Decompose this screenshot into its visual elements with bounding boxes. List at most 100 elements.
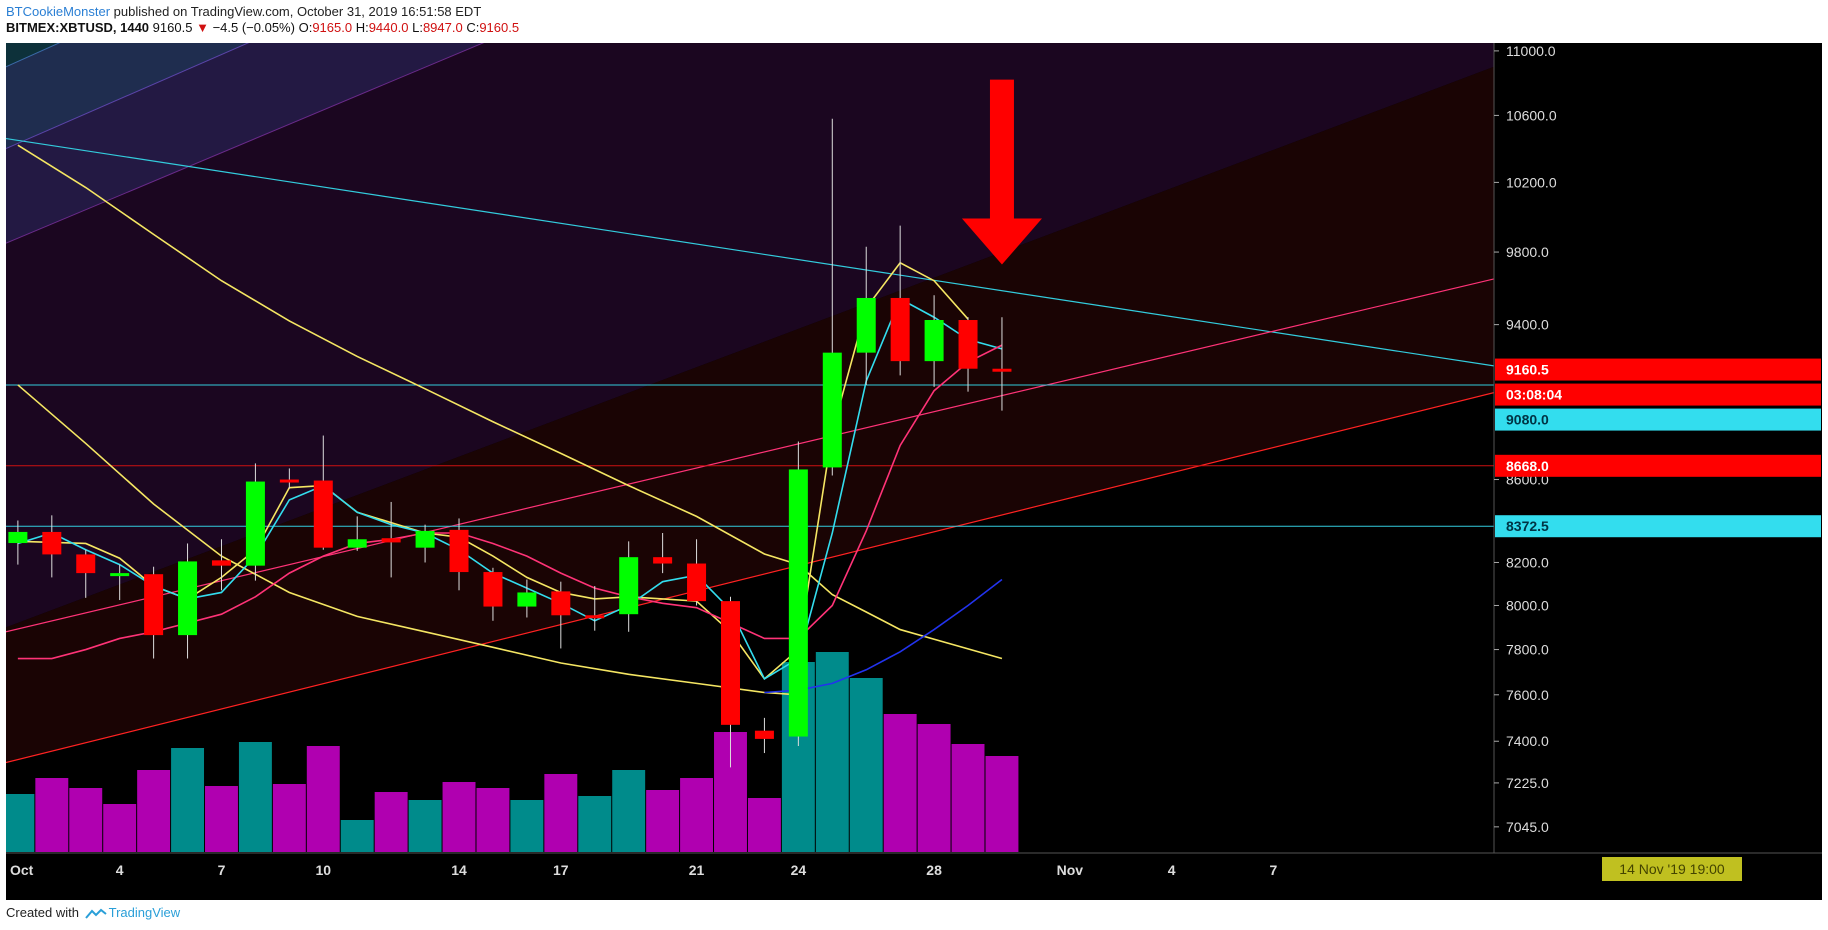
- candle: [822, 118, 842, 476]
- trend-line: [6, 137, 1494, 367]
- x-tick-label: 7: [218, 862, 226, 878]
- candle-body: [585, 615, 605, 619]
- created-with-label: Created with: [6, 905, 79, 920]
- candle-body: [856, 297, 876, 353]
- volume-bar: [69, 788, 103, 852]
- channel-band: [6, 43, 1494, 628]
- candle-body: [822, 352, 842, 468]
- price-label-box: [1495, 515, 1821, 538]
- candle: [449, 518, 469, 591]
- candle-body: [924, 320, 944, 362]
- volume-bar: [578, 796, 612, 852]
- price-label-box: [1495, 454, 1821, 477]
- candle: [211, 539, 231, 591]
- candle: [76, 549, 96, 598]
- x-tick-label: 4: [1168, 862, 1176, 878]
- price-label-box: [1495, 408, 1821, 431]
- volume-bar: [680, 778, 714, 852]
- candle: [313, 435, 333, 550]
- volume-bar: [646, 790, 680, 852]
- candle-body: [178, 561, 198, 636]
- candle: [144, 566, 164, 659]
- candle: [381, 501, 401, 578]
- publish-info: BTCookieMonster published on TradingView…: [6, 4, 481, 19]
- candle: [992, 317, 1012, 411]
- y-tick-label: 9400.0: [1506, 317, 1549, 333]
- candle-body: [144, 574, 164, 636]
- volume-bar: [137, 770, 171, 852]
- candle-body: [381, 538, 401, 543]
- publish-text: published on TradingView.com, October 31…: [110, 4, 482, 19]
- price-chart[interactable]: 11000.010600.010200.09800.09400.08600.08…: [6, 43, 1822, 900]
- y-tick-label: 8000.0: [1506, 597, 1549, 613]
- symbol-label: BITMEX:XBTUSD, 1440: [6, 20, 150, 35]
- candle-body: [110, 573, 130, 577]
- tradingview-brand[interactable]: TradingView: [108, 905, 181, 920]
- x-tick-label: 24: [791, 862, 807, 878]
- x-tick-label: Oct: [10, 862, 34, 878]
- candle: [687, 539, 707, 606]
- volume-bar: [544, 774, 578, 852]
- volume-bar: [171, 748, 205, 852]
- price-label-text: 03:08:04: [1506, 387, 1562, 403]
- candle: [585, 585, 605, 631]
- candle: [788, 441, 808, 746]
- candle-body: [279, 479, 299, 483]
- symbol-info-bar: BITMEX:XBTUSD, 1440 9160.5 ▼ −4.5 (−0.05…: [6, 20, 519, 35]
- candle-body: [551, 591, 571, 616]
- candle: [551, 581, 571, 649]
- footer: Created with TradingView: [6, 905, 180, 920]
- candle: [279, 468, 299, 489]
- candle-body: [992, 368, 1012, 372]
- triangle-down-icon: ▼: [196, 20, 209, 35]
- candle: [178, 543, 198, 659]
- candle-body: [687, 563, 707, 602]
- price-label-text: 8372.5: [1506, 518, 1549, 534]
- candle-body: [313, 480, 333, 548]
- volume-bar: [374, 792, 408, 852]
- candle: [8, 520, 28, 565]
- candle-body: [76, 554, 96, 574]
- volume-bar: [747, 798, 781, 852]
- candle-body: [958, 320, 978, 369]
- y-tick-label: 7400.0: [1506, 733, 1549, 749]
- candle-body: [211, 560, 231, 566]
- high-value: 9440.0: [368, 20, 409, 35]
- candle-body: [619, 557, 639, 615]
- candle: [958, 317, 978, 392]
- author-link[interactable]: BTCookieMonster: [6, 4, 111, 19]
- x-tick-label: 21: [689, 862, 705, 878]
- time-label-text: 14 Nov '19 19:00: [1619, 861, 1725, 877]
- candle: [245, 463, 265, 581]
- candle-body: [483, 572, 503, 607]
- y-tick-label: 8200.0: [1506, 554, 1549, 570]
- x-tick-label: 14: [451, 862, 467, 878]
- volume-bar: [6, 794, 35, 852]
- candle: [415, 524, 435, 563]
- down-arrow-icon: [961, 79, 1042, 265]
- price-label-box: [1495, 383, 1821, 406]
- volume-bar: [985, 756, 1019, 852]
- y-tick-label: 11000.0: [1506, 43, 1556, 59]
- x-tick-label: 10: [315, 862, 331, 878]
- channel-line: [6, 43, 485, 244]
- candle: [653, 532, 673, 574]
- candle: [42, 515, 62, 578]
- candle-body: [517, 592, 537, 607]
- open-key: O:: [298, 20, 313, 35]
- price-label-box: [1495, 358, 1821, 381]
- volume-bar: [883, 714, 917, 852]
- volume-bar: [510, 800, 544, 852]
- plot-area: [6, 43, 1494, 852]
- last-price: 9160.5: [152, 20, 193, 35]
- candle-body: [653, 557, 673, 564]
- volume-bar: [340, 820, 374, 852]
- low-key: L:: [412, 20, 423, 35]
- candle-body: [720, 601, 740, 725]
- candle: [483, 567, 503, 621]
- y-tick-label: 9800.0: [1506, 244, 1549, 260]
- volume-bar: [306, 746, 340, 852]
- candle: [754, 717, 774, 754]
- candle-body: [788, 469, 808, 737]
- close-value: 9160.5: [479, 20, 520, 35]
